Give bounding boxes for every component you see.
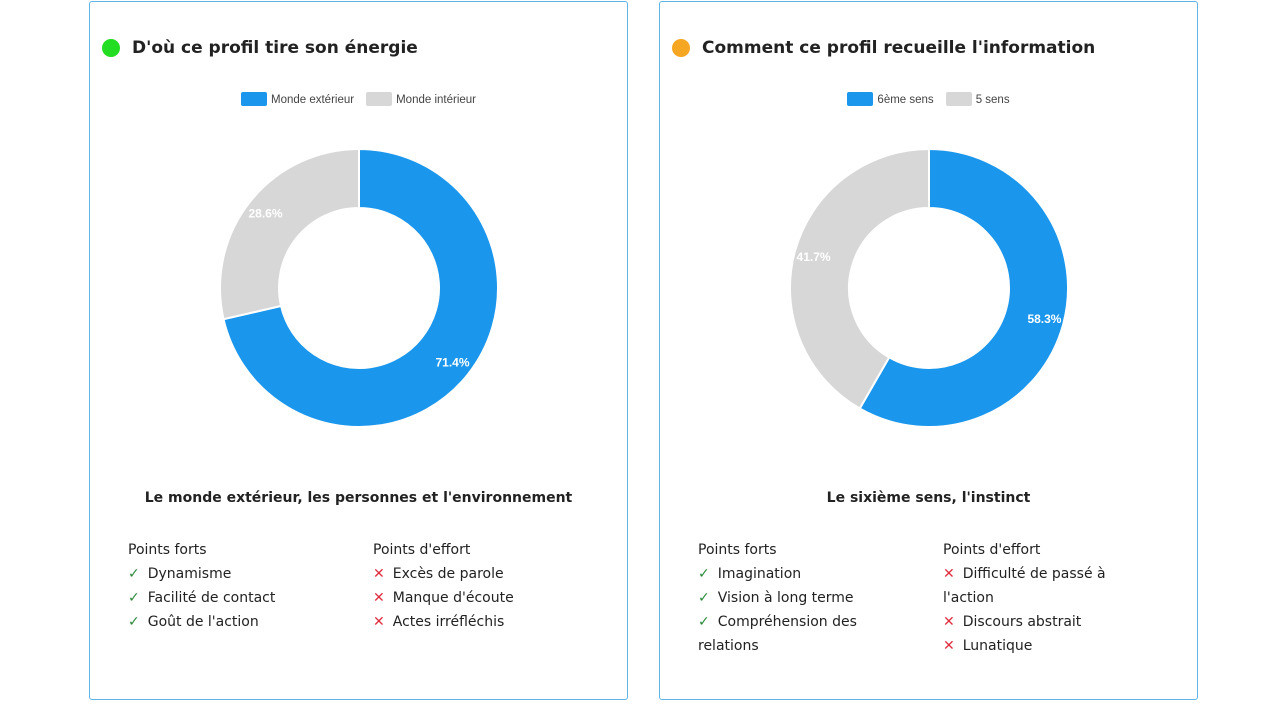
check-icon: ✓ [128, 566, 140, 582]
list-item: ✕ Discours abstrait [943, 614, 1082, 630]
list-item: ✕ Excès de parole [373, 566, 504, 582]
efforts-list: Points d'effort ✕ Excès de parole ✕ Manque… [373, 538, 593, 634]
donut-chart: 58.3% 41.7% [789, 147, 1069, 428]
slice-label: 41.7% [797, 250, 831, 264]
slice-label: 28.6% [248, 207, 282, 221]
list-item: ✓ Facilité de contact [128, 590, 276, 606]
slice-label: 71.4% [435, 355, 469, 369]
donut-slice[interactable] [219, 147, 360, 321]
card-title-text: D'où ce profil tire son énergie [132, 38, 418, 58]
check-icon: ✓ [698, 566, 710, 582]
donut-slice[interactable] [789, 147, 930, 410]
list-item: ✓ Compréhension des relations [698, 614, 857, 654]
description: Le sixième sens, l'instinct [826, 490, 1031, 506]
legend-item[interactable]: 6ème sens [847, 92, 934, 106]
check-icon: ✓ [128, 614, 140, 630]
check-icon: ✓ [698, 590, 710, 606]
status-dot-icon [102, 39, 120, 57]
strengths-list: Points forts ✓ Dynamisme ✓ Facilité de con… [128, 538, 348, 634]
cross-icon: ✕ [943, 566, 955, 582]
list-item: ✕ Lunatique [943, 638, 1033, 654]
cross-icon: ✕ [943, 638, 955, 654]
chart-legend: 6ème sens 5 sens [660, 92, 1197, 106]
information-card: Comment ce profil recueille l'informatio… [659, 1, 1198, 700]
strengths-title: Points forts [698, 542, 777, 558]
legend-item[interactable]: 5 sens [945, 92, 1010, 106]
check-icon: ✓ [128, 590, 140, 606]
cross-icon: ✕ [943, 614, 955, 630]
list-item: ✓ Goût de l'action [128, 614, 259, 630]
donut-slice[interactable] [222, 147, 499, 428]
card-title: Comment ce profil recueille l'informatio… [672, 38, 1095, 58]
list-item: ✓ Vision à long terme [698, 590, 854, 606]
legend-item[interactable]: Monde intérieur [366, 92, 476, 106]
legend-item[interactable]: Monde extérieur [240, 92, 354, 106]
check-icon: ✓ [698, 614, 710, 630]
efforts-title: Points d'effort [943, 542, 1041, 558]
energy-card: D'où ce profil tire son énergie Monde ex… [89, 1, 628, 700]
strengths-list: Points forts ✓ Imagination ✓ Vision à long… [698, 538, 888, 658]
donut-slice[interactable] [858, 147, 1069, 428]
list-item: ✕ Actes irréfléchis [373, 614, 505, 630]
chart-legend: Monde extérieur Monde intérieur [90, 92, 627, 106]
list-item: ✓ Imagination [698, 566, 802, 582]
list-item: ✕ Difficulté de passé à l'action [943, 566, 1106, 606]
efforts-list: Points d'effort ✕ Difficulté de passé à l… [943, 538, 1133, 658]
donut-chart: 71.4% 28.6% [219, 147, 499, 428]
list-item: ✓ Dynamisme [128, 566, 232, 582]
status-dot-icon [672, 39, 690, 57]
card-title-text: Comment ce profil recueille l'informatio… [702, 38, 1096, 58]
slice-label: 58.3% [1027, 312, 1061, 326]
cross-icon: ✕ [373, 590, 385, 606]
strengths-title: Points forts [128, 542, 207, 558]
efforts-title: Points d'effort [373, 542, 471, 558]
cross-icon: ✕ [373, 566, 385, 582]
cross-icon: ✕ [373, 614, 385, 630]
card-title: D'où ce profil tire son énergie [102, 38, 418, 58]
list-item: ✕ Manque d'écoute [373, 590, 514, 606]
description: Le monde extérieur, les personnes et l'e… [144, 490, 573, 506]
